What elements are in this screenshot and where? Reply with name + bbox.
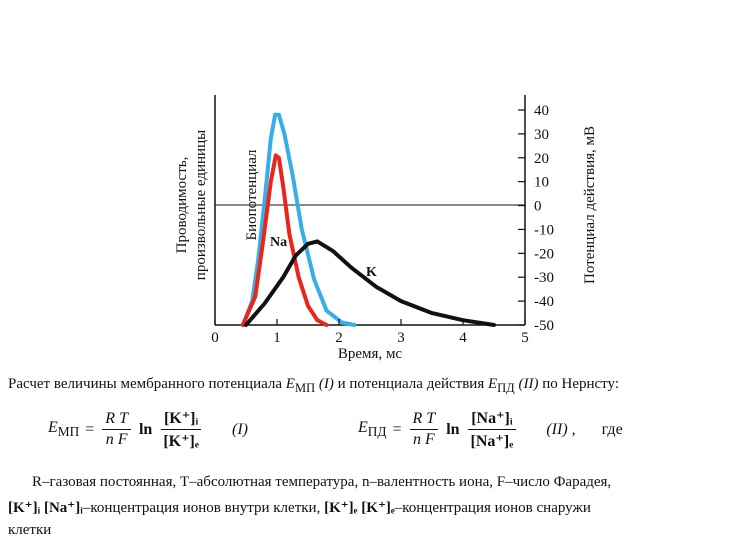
action-potential-chart: 0 1 2 3 4 5 40 30 20 10 0 -10 -20 -30 -40 -50 Время, м…	[174, 95, 598, 362]
k-ratio: [K⁺]ᵢ [K⁺]ₑ	[160, 408, 202, 451]
series-line-2	[244, 239, 496, 327]
x-tick-label: 5	[521, 330, 529, 346]
y-tick-label: -20	[534, 246, 554, 262]
curves	[240, 112, 496, 327]
y-tick-label: 40	[534, 103, 549, 119]
x-ticks: 0 1 2 3 4 5	[211, 319, 529, 346]
x-tick-label: 4	[459, 330, 467, 346]
y-tick-label: -30	[534, 270, 554, 286]
series-label-biopotential: Биопотенциал	[244, 149, 260, 241]
na-ratio: [Na⁺]ᵢ [Na⁺]ₑ	[468, 408, 517, 451]
series-line-1	[240, 153, 329, 327]
y-tick-label: 30	[534, 127, 549, 143]
y-left-axis-title-line2: произвольные единицы	[193, 130, 209, 280]
plot-area	[214, 95, 526, 326]
y-left-axis-title-line1: Проводимость,	[174, 157, 190, 254]
series-label-k: K	[366, 265, 377, 280]
y-tick-label: 20	[534, 151, 549, 167]
series-label-na: Na	[270, 235, 287, 250]
y-tick-label: 0	[534, 199, 542, 215]
y-tick-label: -10	[534, 222, 554, 238]
y-tick-label: -40	[534, 294, 554, 310]
y-tick-label: -50	[534, 318, 554, 334]
intro-line: Расчет величины мембранного потенциала E…	[8, 376, 619, 395]
y-tick-label: 10	[534, 175, 549, 191]
definition-line-2: [K⁺]ᵢ [Na⁺]ᵢ–концентрация ионов внутри к…	[8, 500, 591, 516]
x-tick-label: 3	[397, 330, 405, 346]
y-right-ticks: 40 30 20 10 0 -10 -20 -30 -40 -50	[518, 103, 554, 334]
x-axis-title: Время, мс	[338, 346, 403, 362]
x-tick-label: 2	[335, 330, 343, 346]
definition-line-3: клетки	[8, 522, 52, 538]
y-right-axis-title: Потенциал действия, мВ	[582, 126, 598, 284]
x-tick-label: 1	[273, 330, 281, 346]
series-line-0	[240, 112, 357, 327]
definition-line-1: R–газовая постоянная, T–абсолютная темпе…	[32, 474, 612, 490]
x-tick-label: 0	[211, 330, 219, 346]
